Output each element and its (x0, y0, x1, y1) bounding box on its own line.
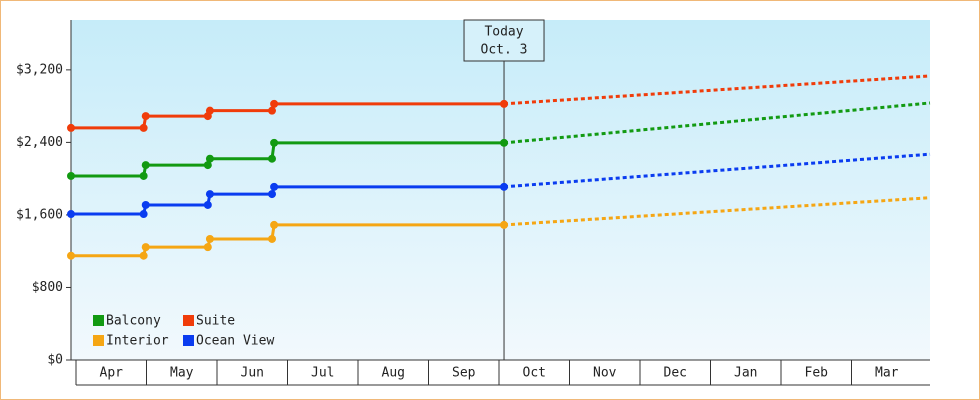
point (141, 161, 150, 170)
x-tick-label: Dec (664, 366, 687, 381)
y-tick-label: $2,400 (16, 135, 63, 150)
legend-label: Suite (196, 314, 235, 329)
x-tick-label: May (170, 366, 194, 381)
legend-swatch (183, 335, 194, 346)
point (139, 251, 148, 260)
legend-swatch (93, 315, 104, 326)
point (139, 123, 148, 132)
legend-swatch (93, 335, 104, 346)
point (500, 220, 509, 229)
point (141, 200, 150, 209)
x-tick-label: Jun (241, 366, 264, 381)
today-box (463, 19, 545, 62)
forecast-line (503, 152, 931, 189)
point (267, 234, 276, 243)
x-tick-label: Sep (452, 366, 476, 381)
x-tick-label: Apr (100, 366, 124, 381)
y-tick-label: $800 (32, 280, 63, 295)
annotation: Today (484, 25, 523, 40)
point (205, 190, 214, 199)
point (270, 138, 279, 147)
x-tick-label: Aug (382, 366, 405, 381)
point (67, 171, 75, 180)
forecast-line (503, 196, 931, 227)
point (500, 138, 509, 147)
forecast-line (503, 101, 931, 145)
point (67, 210, 75, 219)
point (203, 243, 212, 252)
point (270, 220, 279, 229)
point (267, 154, 276, 163)
point (139, 171, 148, 180)
plot-area (71, 20, 930, 360)
x-tick-label: Jul (311, 366, 334, 381)
x-tick-label: Jan (734, 366, 757, 381)
y-tick-label: $0 (47, 353, 63, 368)
point (141, 112, 150, 121)
x-tick-label: Mar (875, 366, 899, 381)
legend-label: Interior (106, 334, 169, 349)
y-tick-label: $1,600 (16, 207, 63, 222)
x-tick-label: Nov (593, 366, 617, 381)
point (500, 99, 509, 108)
point (205, 234, 214, 243)
point (139, 210, 148, 219)
forecast-line (503, 74, 931, 106)
point (67, 251, 75, 260)
y-tick-label: $3,200 (16, 62, 63, 77)
x-tick-label: Oct (523, 366, 546, 381)
legend-label: Balcony (106, 314, 161, 329)
point (205, 154, 214, 163)
legend-label: Ocean View (196, 334, 274, 349)
point (500, 182, 509, 191)
x-tick-label: Feb (805, 366, 829, 381)
annotation: Oct. 3 (481, 43, 528, 58)
point (270, 182, 279, 191)
point (141, 243, 150, 252)
point (205, 106, 214, 115)
point (270, 99, 279, 108)
point (267, 190, 276, 199)
point (203, 200, 212, 209)
point (203, 161, 212, 170)
point (67, 123, 75, 132)
legend-swatch (183, 315, 194, 326)
point (267, 106, 276, 115)
